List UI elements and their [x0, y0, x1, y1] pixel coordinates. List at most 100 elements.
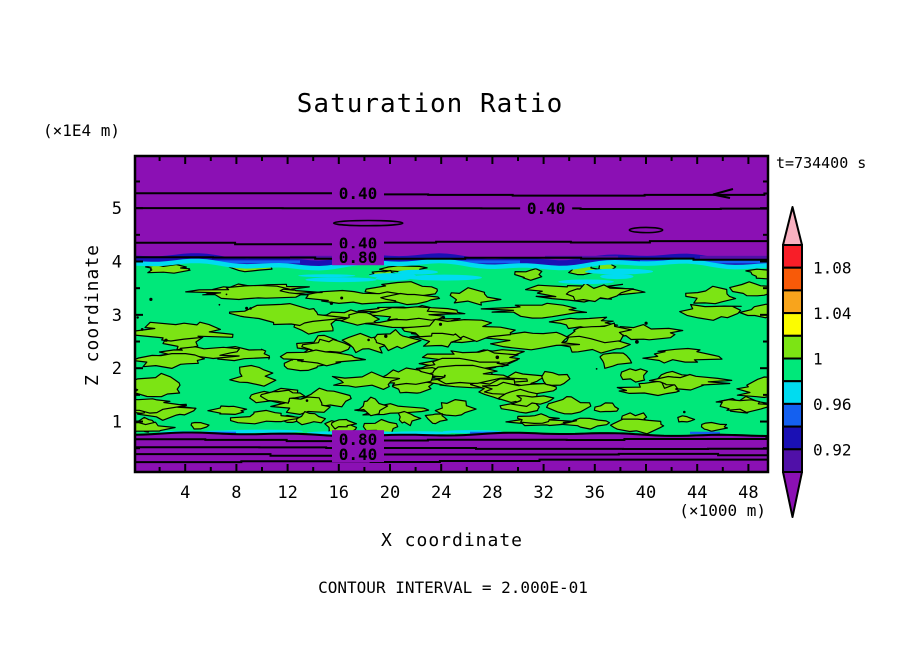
x-tick-label: 24	[431, 483, 451, 503]
contour-label: 0.40	[339, 184, 378, 203]
cyan-streak-top	[298, 274, 356, 278]
supersaturated-blob	[330, 418, 358, 430]
contour-interval-note: CONTOUR INTERVAL = 2.000E-01	[318, 578, 588, 597]
supersaturated-blob	[700, 421, 728, 432]
supersaturated-blob	[565, 322, 632, 344]
supersaturated-blob	[305, 289, 411, 305]
supersaturated-blob	[296, 411, 326, 426]
colorbar-segment	[782, 380, 803, 405]
supersaturated-blob	[434, 399, 477, 417]
stripe-violet-top	[700, 255, 768, 260]
supersaturated-blob	[745, 268, 768, 280]
supersaturated-blob	[546, 396, 592, 415]
colorbar: 1.08 1.04 1 0.96 0.92	[782, 206, 852, 518]
speckle-dot	[164, 338, 168, 342]
contour-plot: 0.400.400.400.800.800.40	[133, 154, 770, 474]
supersaturated-blob	[424, 413, 448, 425]
x-tick-label: 4	[180, 483, 190, 503]
cyan-streak-top	[585, 268, 654, 275]
contour-join-barb	[712, 188, 734, 199]
speckle-dot	[340, 296, 344, 300]
contour-label: 0.40	[527, 199, 566, 218]
supersaturated-blob	[480, 302, 588, 319]
speckle-dot	[495, 355, 500, 360]
supersaturated-blob	[677, 415, 696, 423]
supersaturated-blob	[620, 368, 648, 383]
supersaturated-blob	[145, 263, 191, 274]
contour-label-gap	[332, 445, 384, 463]
supersaturated-blob	[685, 285, 737, 305]
colorbar-segment	[782, 357, 803, 383]
contour-line	[135, 437, 768, 443]
colorbar-segment	[782, 402, 803, 428]
cyan-streak-top	[368, 273, 416, 279]
supersaturated-blob	[541, 370, 571, 386]
supersaturated-blob	[484, 331, 581, 351]
contour-label: 0.80	[339, 430, 378, 449]
supersaturated-blob	[415, 332, 462, 348]
supersaturated-blob	[514, 268, 543, 281]
band-texture	[135, 263, 768, 436]
contour-label: 0.40	[339, 234, 378, 253]
z-tick-label: 5	[112, 199, 122, 219]
colorbar-arrow-down	[782, 471, 803, 518]
x-tick-label: 32	[533, 483, 553, 503]
supersaturated-blob	[135, 372, 181, 398]
contour-line	[135, 207, 768, 210]
plot-title: Saturation Ratio	[297, 89, 563, 119]
cyan-streak-top	[600, 273, 634, 280]
supersaturated-blob	[331, 371, 401, 390]
x-tick-label: 40	[636, 483, 656, 503]
supersaturated-blob	[715, 399, 768, 413]
supersaturated-blob	[301, 338, 351, 354]
supersaturated-blob	[135, 421, 176, 433]
speckle-dot	[305, 399, 309, 402]
speckle-dot	[136, 316, 139, 319]
closed-contour	[628, 226, 664, 234]
y-axis-unit-label: (×1E4 m)	[43, 121, 120, 140]
x-tick-label: 36	[585, 483, 605, 503]
supersaturated-blob	[739, 303, 768, 319]
colorbar-label: 0.92	[813, 440, 852, 459]
speckle-dot	[367, 338, 370, 342]
colorbar-segment	[782, 334, 803, 360]
contour-line	[135, 446, 768, 450]
supersaturated-blob	[736, 376, 768, 399]
supersaturated-blob	[190, 421, 210, 430]
speckle-dot	[595, 368, 598, 370]
x-tick-label: 44	[687, 483, 707, 503]
supersaturated-blob	[397, 410, 422, 427]
speckle-dot	[384, 334, 388, 338]
stripe-blue-top	[190, 260, 300, 264]
supersaturated-blob	[357, 396, 389, 417]
supersaturated-blob	[228, 303, 348, 327]
stripe-blue-top	[430, 260, 520, 264]
supersaturated-blob	[449, 287, 502, 306]
speckle-dot	[218, 303, 221, 306]
x-axis-unit-label: (×1000 m)	[679, 501, 766, 520]
contour-line	[135, 192, 768, 197]
x-tick-label: 16	[329, 483, 349, 503]
closed-contour	[332, 219, 404, 227]
time-annotation: t=734400 s	[776, 154, 866, 172]
colorbar-segment	[782, 266, 803, 292]
colorbar-segment	[782, 425, 803, 451]
supersaturated-blob	[560, 417, 610, 430]
x-tick-label: 48	[738, 483, 758, 503]
supersaturated-blob	[648, 373, 733, 391]
supersaturated-blob	[207, 405, 248, 415]
supersaturated-blob	[135, 321, 234, 342]
colorbar-label: 1.08	[813, 259, 852, 278]
contour-line	[135, 452, 768, 457]
contour-label-gap	[332, 233, 384, 251]
speckle-dot	[149, 297, 153, 301]
cyan-streak-bottom	[219, 429, 304, 433]
speckle-dot	[438, 322, 443, 326]
y-axis-title: Z coordinate	[82, 244, 103, 386]
supersaturated-blob	[279, 349, 366, 367]
supersaturated-blob	[259, 389, 306, 404]
z-tick-label: 4	[112, 253, 122, 273]
supersaturated-blob	[229, 364, 277, 387]
